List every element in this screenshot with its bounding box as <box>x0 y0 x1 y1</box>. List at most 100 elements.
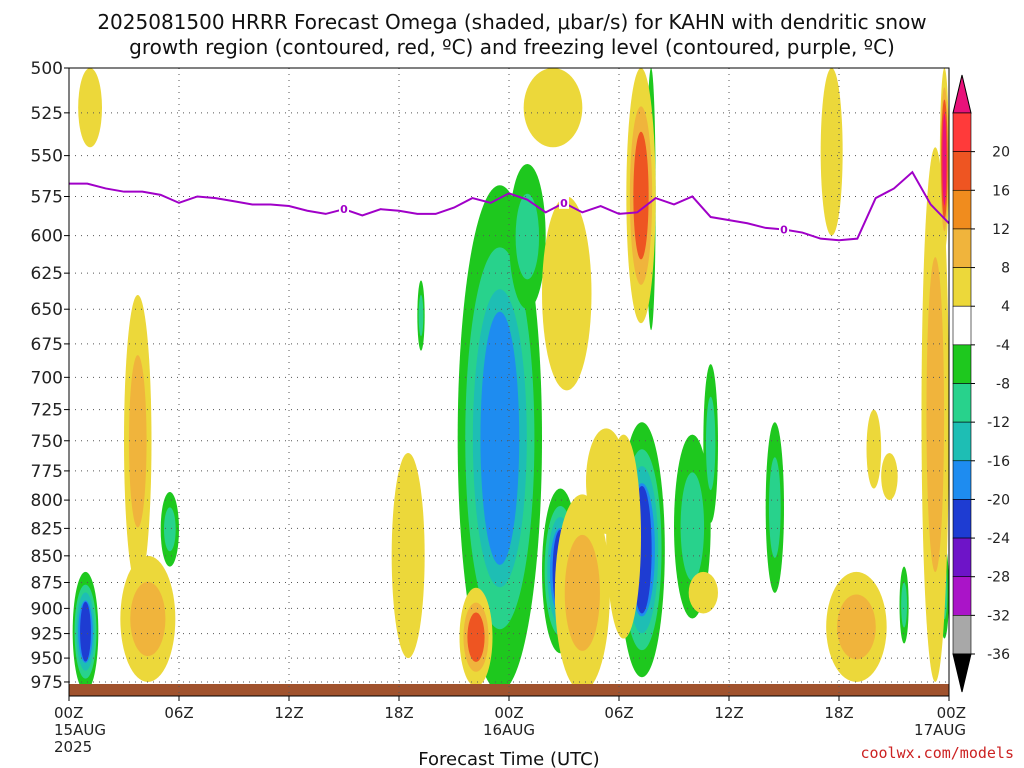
freezing-level-label: 0 <box>560 197 568 210</box>
colorbar-swatch <box>952 189 972 230</box>
omega-feature-14 <box>78 68 103 148</box>
y-tick-label: 950 <box>31 649 63 669</box>
omega-band <box>942 113 947 206</box>
omega-feature-24 <box>626 68 656 324</box>
omega-band <box>901 582 908 628</box>
omega-band <box>633 131 649 260</box>
y-tick-label: 550 <box>31 147 63 167</box>
omega-band <box>542 196 592 391</box>
x-tick-label: 12Z <box>714 704 743 722</box>
x-tick-label: 00Z <box>494 704 523 722</box>
freezing-level-label: 0 <box>340 203 348 216</box>
omega-feature-1 <box>160 492 179 567</box>
y-tick-label: 925 <box>31 625 63 645</box>
omega-shading <box>72 68 949 692</box>
freezing-label-bg <box>339 202 349 216</box>
y-tick-label: 675 <box>31 335 63 355</box>
omega-band <box>837 594 876 660</box>
omega-band <box>391 452 425 659</box>
omega-band <box>480 311 520 565</box>
omega-band <box>866 409 882 489</box>
colorbar-label: -8 <box>996 377 1010 393</box>
omega-feature-30 <box>921 147 949 682</box>
omega-band <box>606 434 641 639</box>
y-tick-label: 600 <box>31 227 63 247</box>
colorbar-swatch <box>952 344 972 384</box>
omega-band <box>523 68 583 148</box>
x-tick-label: 00Z <box>54 704 83 722</box>
y-tick-label: 625 <box>31 264 63 284</box>
chart-title-line1: 2025081500 HRRR Forecast Omega (shaded, … <box>97 10 926 34</box>
omega-band <box>564 534 600 651</box>
omega-feature-15 <box>124 294 152 588</box>
freezing-level-contour: 0 0 0 <box>69 170 950 242</box>
colorbar-swatch <box>952 460 972 500</box>
y-tick-label: 575 <box>31 187 63 207</box>
omega-band <box>467 612 485 662</box>
omega-band <box>80 601 91 662</box>
colorbar-label: -32 <box>987 608 1010 624</box>
omega-band <box>78 68 103 148</box>
y-axis: 500 525 550 575 600 625 650 675 700 725 750 775 800 8… <box>31 59 69 693</box>
x-tick-date: 16AUG <box>483 721 535 739</box>
colorbar: 20 16 12 8 4 -4 -8 -12 -16 -20 -24 -28 -32 -36 <box>952 74 1010 693</box>
omega-feature-25 <box>688 571 718 614</box>
colorbar-swatch <box>952 383 972 423</box>
omega-feature-2 <box>417 280 425 351</box>
omega-feature-21 <box>554 494 610 692</box>
omega-feature-20 <box>542 196 592 391</box>
colorbar-label: -12 <box>987 415 1010 431</box>
colorbar-swatch <box>952 576 972 616</box>
colorbar-label: 12 <box>992 222 1010 238</box>
x-tick-label: 00Z <box>937 704 966 722</box>
x-axis-label: Forecast Time (UTC) <box>418 749 599 768</box>
omega-feature-10 <box>703 364 719 523</box>
colorbar-label: 4 <box>1001 299 1010 315</box>
x-tick-label: 12Z <box>274 704 303 722</box>
omega-feature-27 <box>826 571 887 682</box>
y-tick-label: 900 <box>31 599 63 619</box>
colorbar-swatch <box>952 228 972 268</box>
omega-band <box>515 193 540 280</box>
y-tick-label: 525 <box>31 104 63 124</box>
omega-feature-3 <box>457 185 542 692</box>
y-tick-label: 875 <box>31 573 63 593</box>
colorbar-label: -36 <box>987 647 1010 663</box>
omega-feature-16 <box>120 555 176 682</box>
omega-feature-0 <box>72 571 99 692</box>
omega-feature-29 <box>881 452 898 501</box>
y-tick-label: 725 <box>31 401 63 421</box>
colorbar-label: 20 <box>992 145 1010 161</box>
chart-title-line2: growth region (contoured, red, ºC) and f… <box>129 35 895 59</box>
omega-band <box>820 68 843 236</box>
colorbar-swatch <box>952 537 972 578</box>
y-tick-label: 775 <box>31 462 63 482</box>
colorbar-swatch <box>952 151 972 191</box>
x-tick-label: 18Z <box>384 704 413 722</box>
y-tick-label: 500 <box>31 59 63 79</box>
omega-band <box>128 355 147 528</box>
y-tick-label: 800 <box>31 491 63 511</box>
y-tick-label: 850 <box>31 547 63 567</box>
colorbar-swatch <box>952 499 972 539</box>
omega-feature-19 <box>523 68 583 148</box>
omega-feature-26 <box>820 68 843 236</box>
omega-band <box>680 472 705 581</box>
colorbar-swatch <box>952 112 972 152</box>
freezing-level-label: 0 <box>780 223 788 236</box>
y-tick-label: 700 <box>31 368 63 388</box>
y-tick-label: 750 <box>31 432 63 452</box>
x-tick-label: 18Z <box>824 704 853 722</box>
omega-band <box>130 581 166 657</box>
x-tick-date: 15AUG <box>54 721 106 739</box>
colorbar-swatch <box>952 421 972 462</box>
omega-feature-11 <box>765 422 784 593</box>
colorbar-bottom-arrow <box>952 653 972 693</box>
x-tick-date: 17AUG <box>914 721 966 739</box>
omega-band <box>881 452 898 501</box>
colorbar-swatch <box>952 305 972 346</box>
y-tick-label: 825 <box>31 519 63 539</box>
omega-band <box>768 457 781 558</box>
